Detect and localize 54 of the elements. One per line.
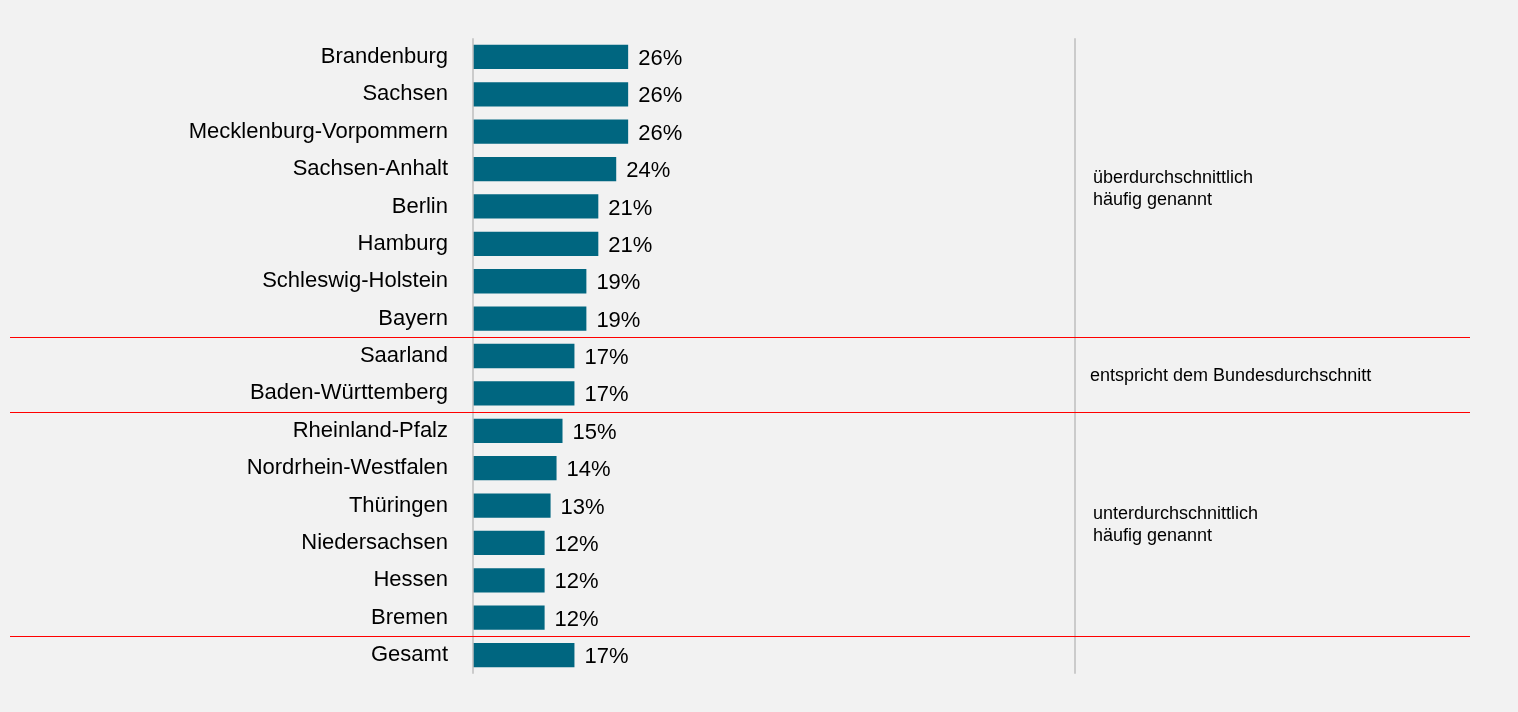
data-label: 26% [638, 119, 683, 145]
data-label: 12% [554, 568, 599, 594]
data-label: 19% [596, 269, 641, 295]
bar [473, 343, 575, 369]
y-tick-label: Niedersachsen [301, 529, 448, 554]
y-tick-label: Nordrhein-Westfalen [246, 454, 448, 480]
data-label: 26% [638, 82, 683, 108]
data-label: 17% [584, 344, 629, 370]
data-label: 19% [596, 306, 641, 332]
bar [473, 568, 545, 593]
y-tick-label: Saarland [359, 342, 448, 368]
y-tick-label: Berlin [391, 192, 448, 218]
bar [473, 156, 617, 182]
data-label: 21% [608, 194, 653, 220]
y-tick-label: Hessen [373, 566, 448, 592]
bar [473, 269, 587, 294]
text: entspricht dem Bundesdurchschnitt [1090, 363, 1373, 386]
bar [473, 381, 575, 406]
data-label: 15% [572, 418, 617, 444]
data-label: 17% [584, 643, 629, 669]
bar [473, 605, 545, 630]
bar [473, 418, 563, 443]
bar [473, 194, 599, 219]
y-tick-label: Hamburg [357, 229, 448, 255]
data-label: 17% [584, 381, 629, 407]
y-tick-label: Bremen [370, 603, 448, 629]
data-label: 12% [554, 605, 599, 631]
data-label: 12% [554, 531, 599, 556]
bar [473, 493, 551, 518]
bar [473, 456, 557, 481]
bar [473, 306, 587, 331]
data-label: 24% [626, 157, 671, 183]
bar [473, 642, 575, 668]
text: überdurchschnittlich häufig genannt [1093, 165, 1255, 210]
y-tick-label: Sachsen [362, 80, 448, 106]
y-tick-label: Thüringen [348, 491, 448, 517]
data-label: 26% [638, 44, 683, 70]
y-tick-label: Mecklenburg-Vorpommern [188, 117, 448, 143]
data-label: 21% [608, 231, 653, 257]
bar [473, 530, 545, 556]
bar [473, 82, 629, 107]
text: unterdurchschnittlich häufig genannt [1093, 502, 1260, 547]
data-label: 14% [566, 456, 611, 482]
y-tick-label: Gesamt [370, 641, 448, 667]
data-label: 13% [560, 493, 605, 519]
y-tick-label: Baden-Württemberg [249, 379, 448, 405]
bar [473, 119, 629, 144]
y-tick-label: Rheinland-Pfalz [292, 416, 448, 442]
y-tick-label: Bayern [378, 304, 448, 330]
y-tick-label: Schleswig-Holstein [262, 267, 448, 293]
bar [473, 44, 629, 70]
y-tick-label: Sachsen-Anhalt [292, 155, 448, 181]
y-tick-label: Brandenburg [320, 42, 448, 68]
bar [473, 231, 599, 256]
